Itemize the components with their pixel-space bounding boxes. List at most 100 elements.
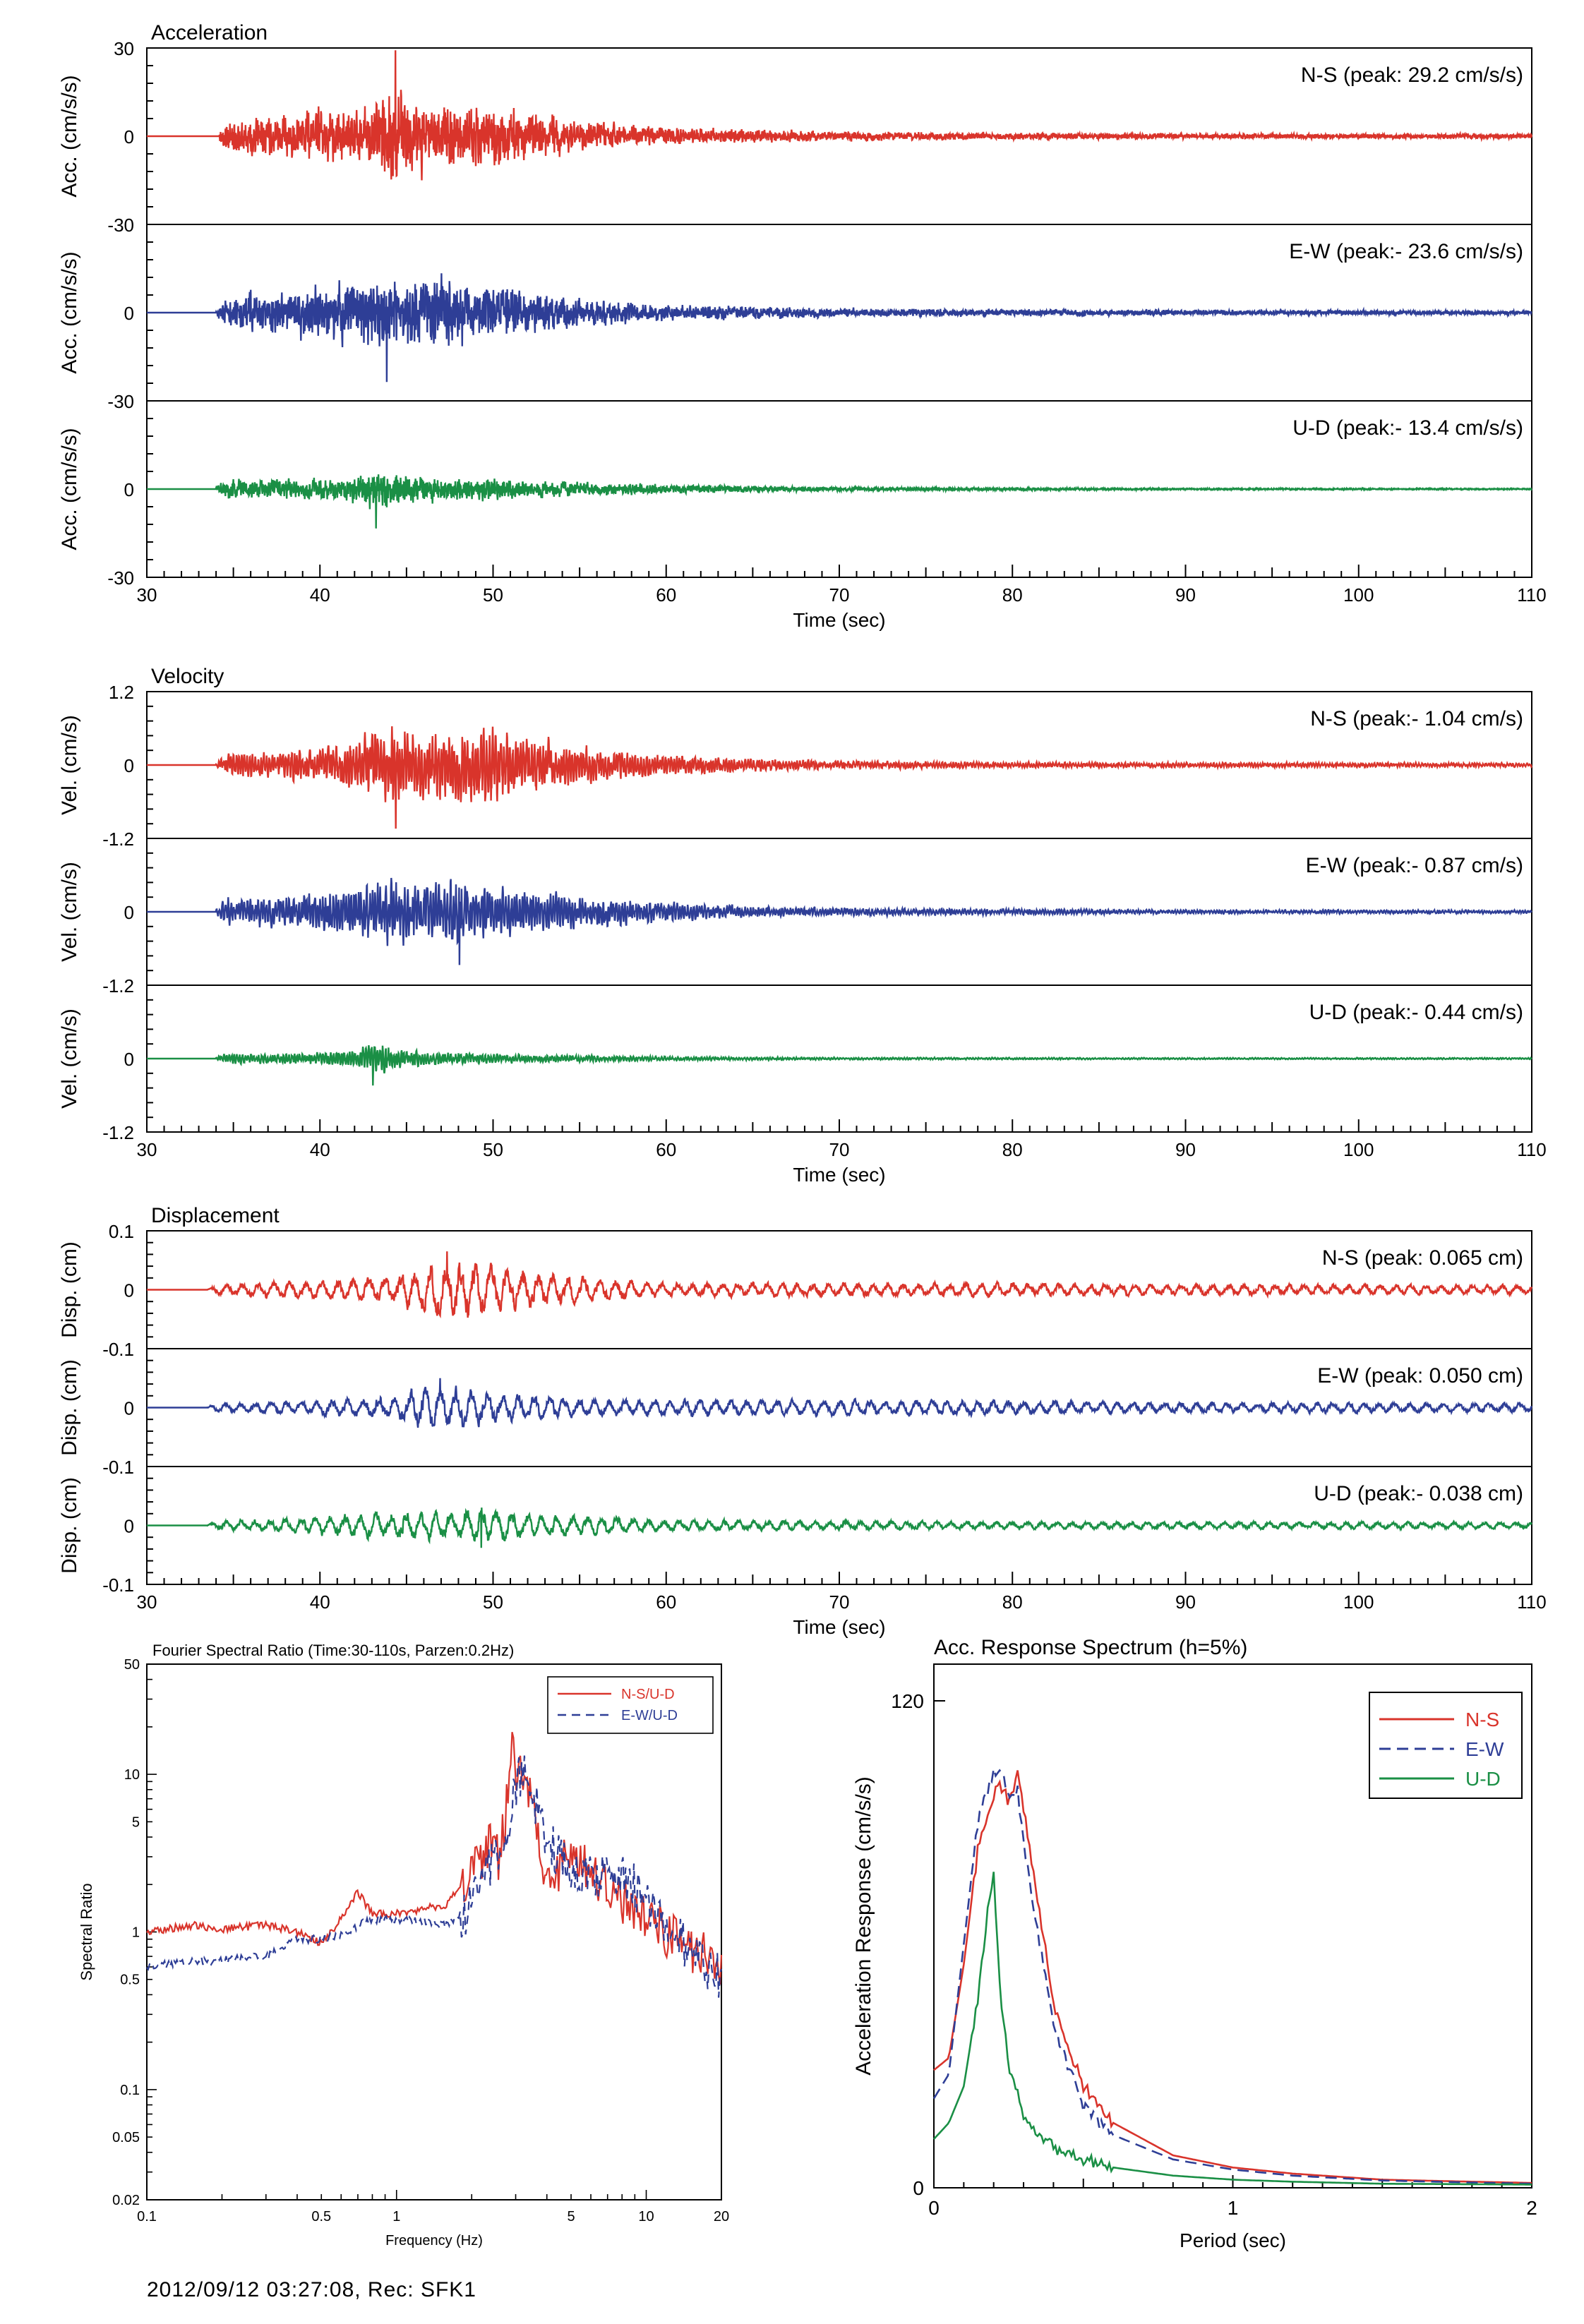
y-axis-label: Vel. (cm/s) (58, 715, 81, 815)
y-axis-label: Vel. (cm/s) (58, 1009, 81, 1109)
x-tick-label: 70 (829, 1591, 850, 1613)
x-tick-label: 2 (1526, 2197, 1537, 2219)
x-tick-label: 1 (392, 2209, 400, 2224)
x-tick-label: 100 (1343, 1139, 1374, 1160)
response-spectrum-chart: Acc. Response Spectrum (h=5%)0120Acceler… (852, 1636, 1537, 2251)
series-line-ns (146, 1732, 723, 1985)
velocity-panel-ew: 0 -1.2 Vel. (cm/s) E-W (peak:- 0.87 cm/s) (58, 838, 1532, 997)
y-axis-label: Disp. (cm) (58, 1359, 81, 1456)
y-tick-label: 0 (124, 755, 134, 776)
acceleration-title: Acceleration (151, 21, 268, 44)
y-tick-label: 0.1 (120, 2083, 140, 2098)
x-tick-label: 5 (567, 2209, 575, 2224)
y-tick-label: -0.1 (102, 1339, 134, 1360)
series-label-ns: N-S (peak:- 1.04 cm/s) (1310, 707, 1523, 730)
x-tick-label: 60 (656, 584, 676, 606)
series-label-ew: E-W (peak:- 0.87 cm/s) (1306, 854, 1523, 877)
x-axis-label: Time (sec) (793, 1164, 885, 1186)
legend-label-ns: N-S/U-D (621, 1687, 675, 1702)
legend-label-ud: U-D (1465, 1768, 1501, 1790)
series-label-ud: U-D (peak:- 0.038 cm) (1314, 1482, 1523, 1505)
x-tick-label: 110 (1517, 584, 1546, 606)
x-tick-label: 60 (656, 1139, 676, 1160)
legend-box (1369, 1692, 1523, 1799)
x-tick-label: 40 (310, 1591, 330, 1613)
acceleration-chart: Acceleration 30 0 -30 Acc. (cm/s/s) N-S (peak… (58, 21, 1547, 631)
y-tick-label: -30 (107, 391, 134, 412)
displacement-panel-ns: 0.1 0 -0.1 Disp. (cm) N-S (peak: 0.065 cm) (58, 1221, 1533, 1360)
series-line-ns (147, 726, 1532, 829)
fourier-title: Fourier Spectral Ratio (Time:30-110s, Pa… (152, 1642, 514, 1659)
series-line-ew (147, 273, 1532, 383)
x-axis-label: Frequency (Hz) (385, 2233, 483, 2248)
acceleration-panel-ns: 30 0 -30 Acc. (cm/s/s) N-S (peak: 29.2 cm/s/… (58, 38, 1533, 236)
x-tick-label: 10 (638, 2209, 654, 2224)
series-line-ew (146, 1755, 723, 1998)
x-tick-label: 80 (1002, 1591, 1023, 1613)
y-tick-label: -30 (107, 215, 134, 236)
y-tick-label: 0.1 (109, 1221, 134, 1242)
acceleration-x-axis: 30 40 50 60 70 80 90 100 110 Time (sec) (137, 565, 1547, 631)
y-tick-label: 0 (124, 1280, 134, 1301)
y-tick-label: -1.2 (102, 975, 134, 997)
y-tick-label: 0 (124, 479, 134, 500)
x-tick-label: 70 (829, 584, 850, 606)
plot-frame (146, 1663, 722, 2200)
x-tick-label: 100 (1343, 584, 1374, 606)
legend-label-ns: N-S (1465, 1709, 1499, 1730)
legend-label-ew: E-W/U-D (621, 1708, 678, 1723)
y-tick-label: 1.2 (109, 682, 134, 703)
x-axis-label: Time (sec) (793, 609, 885, 631)
series-line-ud (147, 474, 1532, 529)
x-tick-label: 20 (714, 2209, 729, 2224)
acceleration-panel-ew: 0 -30 Acc. (cm/s/s) E-W (peak:- 23.6 cm/s/s… (58, 224, 1532, 412)
displacement-chart: Displacement 0.1 0 -0.1 Disp. (cm) N-S (peak:… (58, 1204, 1547, 1638)
displacement-panel-ud: 0 -0.1 Disp. (cm) U-D (peak:- 0.038 cm) (58, 1466, 1532, 1596)
displacement-title: Displacement (151, 1204, 280, 1227)
response-title: Acc. Response Spectrum (h=5%) (934, 1636, 1247, 1659)
y-tick-label: 0 (124, 1049, 134, 1070)
y-axis-label: Vel. (cm/s) (58, 862, 81, 962)
y-tick-label: 0 (124, 1516, 134, 1537)
y-tick-label: -1.2 (102, 829, 134, 850)
x-tick-label: 100 (1343, 1591, 1374, 1613)
y-axis-label: Disp. (cm) (58, 1477, 81, 1574)
y-axis-label: Disp. (cm) (58, 1241, 81, 1338)
y-axis-label: Acc. (cm/s/s) (58, 428, 81, 550)
y-axis-label: Acc. (cm/s/s) (58, 251, 81, 373)
fourier-ratio-chart: Fourier Spectral Ratio (Time:30-110s, Pa… (78, 1642, 729, 2248)
y-tick-label: 50 (124, 1657, 140, 1673)
x-axis-label: Period (sec) (1180, 2229, 1286, 2251)
legend: N-S E-W U-D (1369, 1692, 1523, 1799)
series-line-ew (147, 877, 1532, 965)
y-tick-label: 5 (132, 1814, 140, 1830)
y-tick-label: -0.1 (102, 1575, 134, 1596)
y-axis-label: Acceleration Response (cm/s/s) (852, 1776, 875, 2076)
x-tick-label: 0 (928, 2197, 940, 2219)
y-tick-label: 0.5 (120, 1973, 140, 1988)
y-tick-label: 30 (114, 38, 134, 59)
y-tick-label: 0 (124, 303, 134, 324)
series-label-ud: U-D (peak:- 0.44 cm/s) (1309, 1001, 1523, 1024)
x-tick-label: 0.1 (137, 2209, 157, 2224)
x-tick-label: 1 (1228, 2197, 1239, 2219)
x-tick-label: 30 (137, 584, 157, 606)
x-tick-label: 40 (310, 584, 330, 606)
x-tick-label: 60 (656, 1591, 676, 1613)
x-tick-label: 80 (1002, 584, 1023, 606)
legend-label-ew: E-W (1465, 1738, 1504, 1760)
series-line-ns (147, 50, 1533, 181)
x-tick-label: 110 (1517, 1139, 1546, 1160)
y-tick-label: -30 (107, 567, 134, 589)
acceleration-panel-ud: 0 -30 Acc. (cm/s/s) U-D (peak:- 13.4 cm/s/s… (58, 400, 1532, 589)
series-label-ns: N-S (peak: 0.065 cm) (1322, 1246, 1523, 1270)
x-tick-label: 70 (829, 1139, 850, 1160)
x-tick-label: 50 (483, 1139, 503, 1160)
displacement-x-axis: 30 40 50 60 70 80 90 100 110 Time (sec) (137, 1572, 1547, 1638)
y-tick-label: 10 (124, 1767, 140, 1783)
series-label-ew: E-W (peak:- 23.6 cm/s/s) (1289, 240, 1523, 263)
series-line-ns (147, 1251, 1533, 1319)
series-label-ud: U-D (peak:- 13.4 cm/s/s) (1292, 416, 1523, 440)
y-tick-label: 1 (132, 1925, 140, 1941)
